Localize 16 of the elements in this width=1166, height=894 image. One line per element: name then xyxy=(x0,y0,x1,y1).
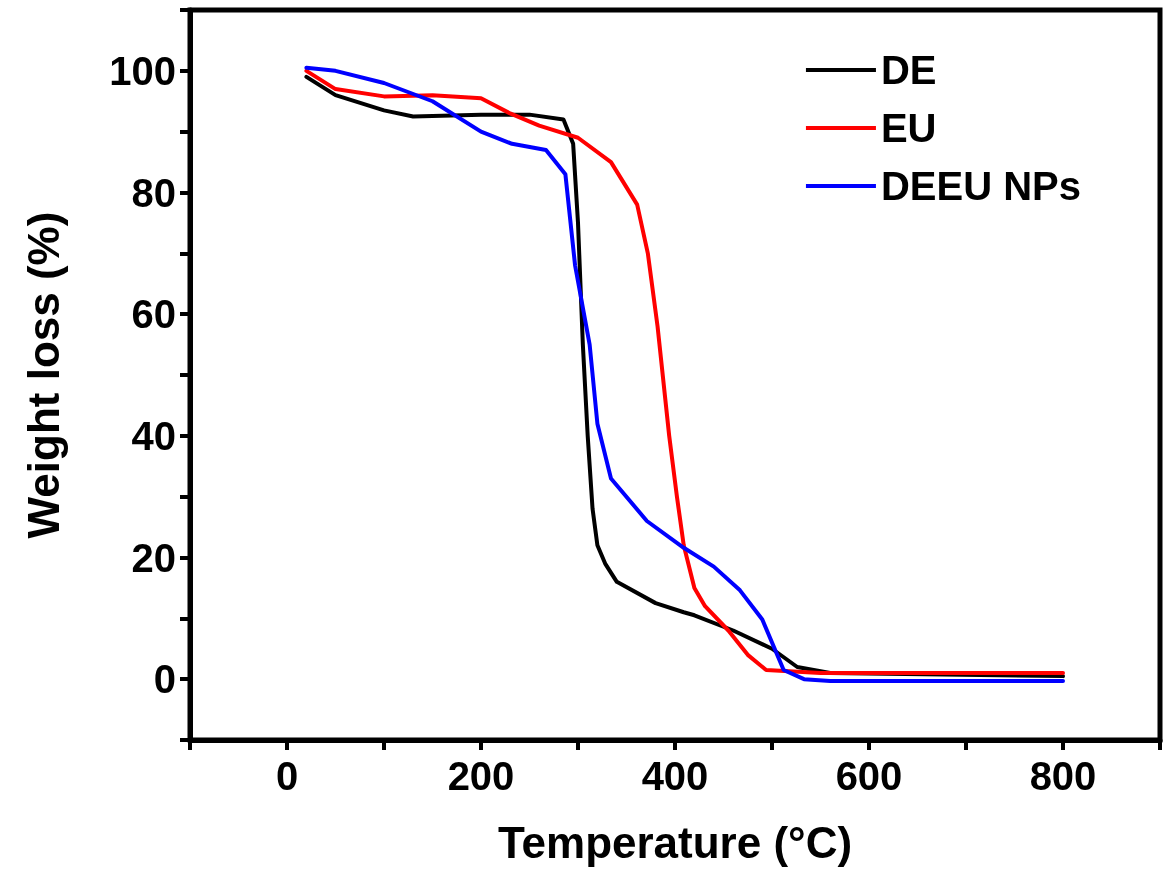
y-tick-label: 20 xyxy=(131,535,176,580)
x-tick-label: 200 xyxy=(447,754,515,798)
x-tick-label: 600 xyxy=(835,754,903,798)
y-tick-label: 80 xyxy=(131,170,176,215)
legend-label: EU xyxy=(880,106,937,150)
x-axis-title: Temperature (°C) xyxy=(497,817,853,867)
legend-label: DEEU NPs xyxy=(880,164,1081,208)
y-tick-label: 60 xyxy=(131,292,176,337)
x-tick-label: 400 xyxy=(641,754,709,798)
y-tick-label: 100 xyxy=(109,48,176,93)
y-tick-label: 40 xyxy=(131,413,176,458)
x-tick-label: 0 xyxy=(275,754,299,798)
legend-label: DE xyxy=(880,48,937,92)
x-tick-label: 800 xyxy=(1029,754,1097,798)
y-axis-title: Weight loss (%) xyxy=(18,211,68,539)
y-tick-label: 0 xyxy=(153,657,176,702)
